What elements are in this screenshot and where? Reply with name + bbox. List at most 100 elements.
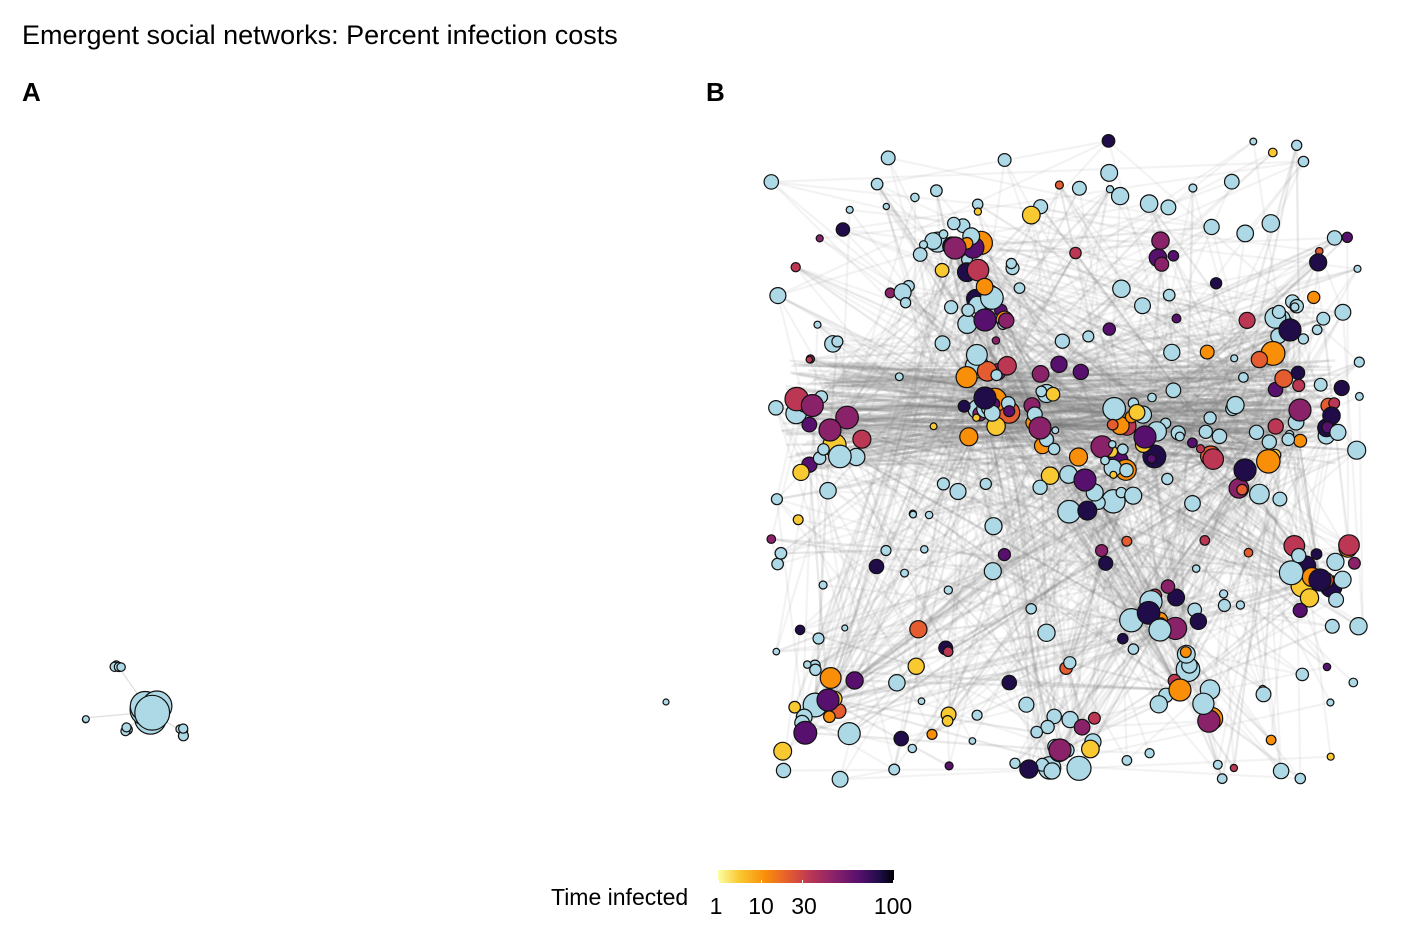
network-edge [984, 397, 1235, 769]
network-edge [1081, 618, 1162, 728]
network-edge [799, 392, 1048, 631]
legend-tick-mark [893, 880, 894, 884]
network-node [770, 493, 784, 506]
network-node [1338, 534, 1360, 556]
network-node [1265, 734, 1277, 746]
network-edge [920, 236, 1335, 256]
network-edge [827, 392, 1048, 701]
network-edge [915, 429, 1057, 667]
network-edge [827, 486, 1041, 701]
network-node [1274, 369, 1294, 389]
network-edge [1066, 305, 1144, 751]
network-edge [1082, 720, 1209, 729]
network-edge [1031, 328, 1288, 407]
network-edge [1179, 584, 1303, 691]
network-edge [844, 429, 1057, 629]
network-node [788, 700, 802, 714]
network-node [1171, 313, 1182, 324]
network-edge [829, 205, 1042, 431]
network-edge [827, 698, 1080, 770]
network-node [828, 444, 852, 469]
network-node [1139, 194, 1159, 213]
network-edge [988, 317, 1177, 399]
network-node [973, 386, 997, 410]
network-node [1054, 333, 1071, 349]
network-edge [1005, 319, 1134, 405]
network-edge [775, 413, 798, 500]
network-node [1297, 155, 1310, 168]
network-edge [846, 352, 1274, 419]
network-node [823, 710, 836, 724]
network-edge [1004, 318, 1274, 355]
network-node [1110, 186, 1130, 206]
network-node [1236, 483, 1248, 496]
network-node [1046, 708, 1062, 725]
network-edge [1158, 487, 1240, 631]
network-node [943, 236, 967, 260]
network-edge [932, 425, 1161, 631]
network-edge [832, 342, 1260, 361]
network-node [979, 477, 993, 491]
network-edge [820, 386, 1242, 405]
network-edge [808, 464, 830, 701]
network-edge [844, 404, 1282, 413]
network-edge [771, 160, 1304, 183]
network-edge [1194, 608, 1333, 628]
network-edge [776, 579, 1326, 653]
network-node [907, 743, 918, 754]
network-edge [801, 547, 1349, 724]
network-edge [817, 323, 1054, 396]
network-node [1165, 382, 1182, 399]
network-node [794, 624, 806, 636]
network-edge [774, 407, 846, 629]
network-node [1048, 738, 1072, 762]
network-node [997, 153, 1012, 168]
network-node [917, 697, 926, 706]
network-edge [801, 567, 1197, 724]
network-edge [836, 341, 923, 702]
network-edge [834, 578, 1321, 700]
network-edge [827, 458, 1214, 702]
network-edge [1207, 415, 1333, 722]
network-node [1248, 483, 1270, 505]
network-edge [1048, 620, 1200, 769]
network-node [1211, 428, 1228, 445]
network-node [1031, 365, 1050, 383]
network-edge [854, 493, 1260, 682]
network-node [766, 534, 777, 544]
network-edge [1166, 317, 1277, 480]
network-edge [954, 246, 1328, 429]
network-node [1306, 290, 1321, 305]
network-edge [1008, 184, 1061, 412]
network-edge [842, 228, 938, 244]
network-edge [991, 412, 1161, 631]
network-node [793, 720, 818, 745]
network-edge [1058, 388, 1277, 751]
network-edge [971, 202, 1150, 238]
network-node [1290, 365, 1306, 381]
network-node [1073, 718, 1091, 736]
network-edge [901, 291, 1114, 469]
network-edge [813, 429, 832, 706]
network-node [1005, 257, 1018, 270]
network-edge [783, 767, 1029, 772]
network-node [1313, 377, 1328, 392]
network-edge [809, 261, 1319, 361]
network-node [1121, 755, 1133, 766]
network-edge [1177, 317, 1277, 434]
network-edge [837, 430, 1207, 712]
network-edge [977, 188, 1111, 272]
network-edge [966, 328, 1288, 379]
network-edge [1159, 240, 1194, 443]
network-edge [787, 367, 1309, 459]
network-node [944, 761, 954, 771]
network-edge [1341, 312, 1364, 625]
network-node [134, 694, 171, 731]
network-edge [1185, 544, 1350, 656]
network-edge [1110, 450, 1355, 684]
network-edge [846, 416, 1303, 676]
network-edge [776, 295, 896, 770]
network-edge [1179, 625, 1333, 692]
network-edge [1270, 251, 1321, 741]
network-node [1037, 623, 1056, 643]
